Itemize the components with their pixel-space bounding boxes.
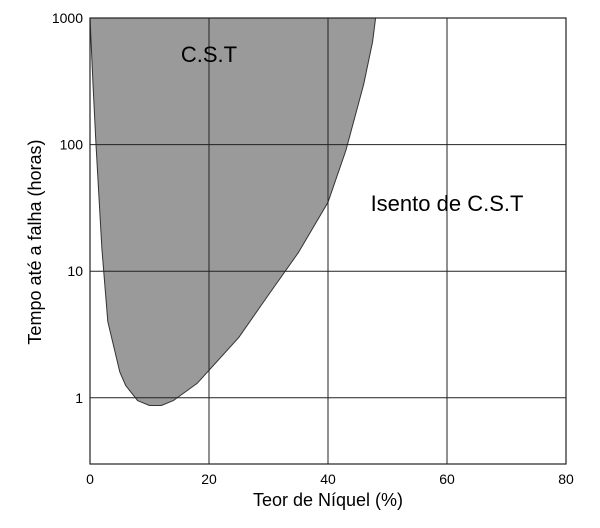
x-tick-label-1: 20 bbox=[201, 471, 217, 487]
y-tick-label-3: 1000 bbox=[52, 10, 83, 26]
y-axis-title: Tempo até a falha (horas) bbox=[25, 139, 45, 344]
y-tick-label-0: 1 bbox=[75, 390, 83, 406]
x-tick-label-2: 40 bbox=[320, 471, 336, 487]
x-axis-title: Teor de Níquel (%) bbox=[253, 490, 403, 510]
x-tick-label-0: 0 bbox=[86, 471, 94, 487]
cst-region-0 bbox=[89, 17, 377, 406]
plot-frame bbox=[89, 17, 567, 465]
y-tick-label-2: 100 bbox=[60, 137, 84, 153]
x-tick-label-3: 60 bbox=[439, 471, 455, 487]
annotation-isento: Isento de C.S.T bbox=[371, 191, 524, 216]
y-tick-label-1: 10 bbox=[67, 263, 83, 279]
annotation-cst: C.S.T bbox=[181, 42, 237, 67]
x-tick-label-4: 80 bbox=[558, 471, 574, 487]
